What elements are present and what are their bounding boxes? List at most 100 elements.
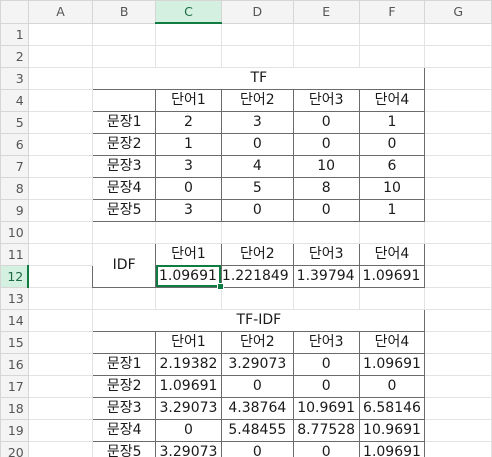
tf-column-header[interactable]: 단어4 — [358, 88, 426, 112]
cell[interactable] — [92, 220, 157, 244]
column-header-g[interactable]: G — [424, 0, 492, 24]
cell[interactable] — [27, 286, 94, 310]
tfidf-value[interactable]: 3.29073 — [155, 440, 222, 457]
tfidf-table-title[interactable]: TF-IDF — [92, 308, 426, 332]
tf-value[interactable]: 6 — [358, 154, 426, 178]
row-header[interactable]: 19 — [0, 418, 29, 442]
tf-row-label[interactable]: 문장3 — [92, 154, 157, 178]
tf-row-label[interactable]: 문장5 — [92, 198, 157, 222]
cell[interactable] — [27, 352, 94, 376]
cell[interactable] — [155, 286, 222, 310]
cell[interactable] — [220, 286, 294, 310]
row-header[interactable]: 16 — [0, 352, 29, 376]
row-header[interactable]: 6 — [0, 132, 29, 156]
cell[interactable] — [358, 286, 426, 310]
cell[interactable] — [424, 198, 492, 222]
cell[interactable] — [424, 418, 492, 442]
row-header[interactable]: 14 — [0, 308, 29, 332]
cell[interactable] — [27, 418, 94, 442]
row-header[interactable]: 18 — [0, 396, 29, 420]
tfidf-value[interactable]: 1.09691 — [358, 352, 426, 376]
cell[interactable] — [27, 308, 94, 332]
tfidf-value[interactable]: 10.9691 — [292, 396, 360, 420]
tfidf-value[interactable]: 0 — [220, 374, 294, 398]
column-header-b[interactable]: B — [92, 0, 157, 24]
row-header[interactable]: 4 — [0, 88, 29, 112]
cell[interactable] — [424, 176, 492, 200]
cell[interactable] — [292, 22, 360, 46]
idf-value[interactable]: 1.221849 — [220, 264, 294, 288]
tfidf-row-label[interactable]: 문장1 — [92, 352, 157, 376]
cell[interactable] — [27, 374, 94, 398]
cell[interactable] — [220, 22, 294, 46]
cell[interactable] — [358, 22, 426, 46]
row-header[interactable]: 20 — [0, 440, 29, 457]
column-header-f[interactable]: F — [358, 0, 426, 24]
tf-value[interactable]: 0 — [155, 176, 222, 200]
tf-value[interactable]: 1 — [358, 198, 426, 222]
cell[interactable] — [424, 286, 492, 310]
cell[interactable] — [92, 286, 157, 310]
cell[interactable] — [27, 330, 94, 354]
cell[interactable] — [424, 374, 492, 398]
tfidf-corner-cell[interactable] — [92, 330, 157, 354]
tfidf-value[interactable]: 5.48455 — [220, 418, 294, 442]
tf-column-header[interactable]: 단어1 — [155, 88, 222, 112]
cell[interactable] — [424, 220, 492, 244]
tfidf-column-header[interactable]: 단어1 — [155, 330, 222, 354]
row-header[interactable]: 11 — [0, 242, 29, 266]
tfidf-value[interactable]: 0 — [292, 352, 360, 376]
tf-value[interactable]: 3 — [155, 154, 222, 178]
tfidf-value[interactable]: 3.29073 — [155, 396, 222, 420]
cell[interactable] — [424, 308, 492, 332]
row-header[interactable]: 9 — [0, 198, 29, 222]
cell[interactable] — [424, 132, 492, 156]
tf-corner-cell[interactable] — [92, 88, 157, 112]
cell[interactable] — [27, 220, 94, 244]
cell[interactable] — [155, 22, 222, 46]
cell[interactable] — [27, 22, 94, 46]
idf-column-header[interactable]: 단어1 — [155, 242, 222, 266]
tf-value[interactable]: 5 — [220, 176, 294, 200]
cell[interactable] — [358, 44, 426, 68]
tf-value[interactable]: 1 — [358, 110, 426, 134]
tf-value[interactable]: 8 — [292, 176, 360, 200]
cell[interactable] — [424, 88, 492, 112]
row-header[interactable]: 12 — [0, 264, 30, 288]
tf-value[interactable]: 10 — [292, 154, 360, 178]
cell[interactable] — [424, 22, 492, 46]
tfidf-value[interactable]: 1.09691 — [358, 440, 426, 457]
row-header[interactable]: 13 — [0, 286, 29, 310]
tf-table-title[interactable]: TF — [92, 66, 426, 90]
tf-value[interactable]: 0 — [220, 132, 294, 156]
idf-column-header[interactable]: 단어2 — [220, 242, 294, 266]
tf-value[interactable]: 3 — [155, 198, 222, 222]
tf-row-label[interactable]: 문장2 — [92, 132, 157, 156]
idf-value[interactable]: 1.09691 — [358, 264, 426, 288]
row-header[interactable]: 7 — [0, 154, 29, 178]
cell[interactable] — [27, 176, 94, 200]
cell[interactable] — [92, 44, 157, 68]
tfidf-row-label[interactable]: 문장4 — [92, 418, 157, 442]
cell[interactable] — [424, 264, 492, 288]
tf-value[interactable]: 0 — [292, 110, 360, 134]
tf-value[interactable]: 1 — [155, 132, 222, 156]
tfidf-value[interactable]: 10.9691 — [358, 418, 426, 442]
cell[interactable] — [292, 44, 360, 68]
tfidf-column-header[interactable]: 단어4 — [358, 330, 426, 354]
tf-value[interactable]: 3 — [220, 110, 294, 134]
cell[interactable] — [27, 396, 94, 420]
tf-column-header[interactable]: 단어2 — [220, 88, 294, 112]
cell[interactable] — [424, 154, 492, 178]
cell[interactable] — [92, 22, 157, 46]
cell[interactable] — [424, 242, 492, 266]
cell[interactable] — [220, 44, 294, 68]
row-header[interactable]: 5 — [0, 110, 29, 134]
column-header-a[interactable]: A — [27, 0, 94, 24]
row-header[interactable]: 8 — [0, 176, 29, 200]
idf-value[interactable]: 1.39794 — [292, 264, 360, 288]
cell[interactable] — [27, 88, 94, 112]
cell[interactable] — [27, 132, 94, 156]
column-header-c[interactable]: C — [155, 0, 222, 24]
cell[interactable] — [424, 330, 492, 354]
